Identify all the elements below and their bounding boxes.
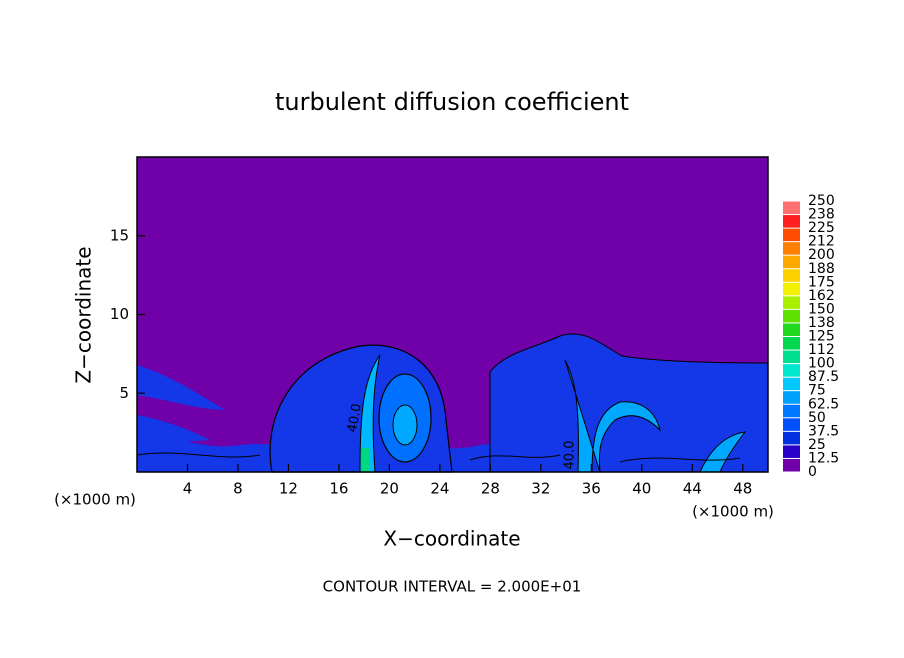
colorbar-segment [783,418,800,431]
colorbar-label: 200 [808,247,835,263]
colorbar-segment [783,323,800,336]
x-tick-label: 8 [233,480,243,498]
x-unit-label: (×1000 m) [54,491,136,509]
colorbar-label: 188 [808,261,835,277]
colorbar-label: 175 [808,274,835,290]
colorbar-segment [783,242,800,255]
colorbar-segment [783,364,800,377]
colorbar-label: 75 [808,383,826,399]
colorbar-label: 138 [808,315,835,331]
colorbar-label: 50 [808,410,826,426]
colorbar-segment [783,458,800,472]
colorbar-label: 12.5 [808,450,839,466]
field-core [564,359,661,473]
x-tick-label: 44 [683,480,702,498]
colorbar-segment [783,296,800,309]
colorbar-label: 162 [808,288,835,304]
x-tick-label: 48 [733,480,752,498]
field-core [359,354,381,473]
colorbar-label: 25 [808,437,826,453]
chart-title: turbulent diffusion coefficient [275,88,629,116]
colorbar-segment [783,255,800,269]
field [136,157,769,473]
x-tick-label: 24 [430,480,449,498]
colorbar-segment [783,201,800,215]
y-tick-label: 10 [110,305,129,323]
field-core [699,431,747,473]
colorbar-segment [783,337,800,350]
field-region [137,415,210,445]
colorbar-segment [783,228,800,242]
colorbar-segment [783,309,800,323]
colorbar-label: 100 [808,356,835,372]
colorbar-label: 87.5 [808,369,839,385]
contour-label: 40.0 [345,402,365,433]
x-unit-label: (×1000 m) [692,503,774,521]
colorbar-segment [783,215,800,228]
colorbar-segment [783,431,800,445]
colorbar-label: 225 [808,220,835,236]
x-axis-title: X−coordinate [383,527,520,551]
x-tick-label: 4 [183,480,193,498]
colorbar-label: 125 [808,329,835,345]
x-tick-label: 32 [531,480,550,498]
colorbar-label: 0 [808,464,817,480]
colorbar-segment [783,445,800,458]
field-region [137,365,225,410]
colorbar-segment [783,391,800,404]
x-tick-label: 16 [329,480,348,498]
x-tick-label: 12 [279,480,298,498]
x-tick-label: 28 [481,480,500,498]
colorbar-label: 238 [808,207,835,223]
y-tick-label: 15 [110,226,129,244]
colorbar-segment [783,350,800,364]
x-tick-label: 36 [582,480,601,498]
colorbar-segment [783,404,800,418]
y-tick-label: 5 [119,384,129,402]
colorbar-label: 150 [808,301,835,317]
x-tick-label: 40 [632,480,651,498]
colorbar-label: 250 [808,193,835,209]
colorbar-segment [783,377,800,391]
contour-label: 40.0 [563,441,578,470]
colorbar-segment [783,282,800,296]
contour-line [136,452,741,463]
colorbar-label: 212 [808,234,835,250]
field-core [392,404,418,446]
field-core [362,448,370,472]
colorbar-segment [783,269,800,282]
colorbar-label: 37.5 [808,423,839,439]
colorbar-label: 62.5 [808,396,839,412]
y-axis-title: Z−coordinate [72,246,96,383]
x-tick-label: 20 [380,480,399,498]
colorbar-label: 112 [808,342,835,358]
footer: CONTOUR INTERVAL = 2.000E+01 [323,578,582,596]
